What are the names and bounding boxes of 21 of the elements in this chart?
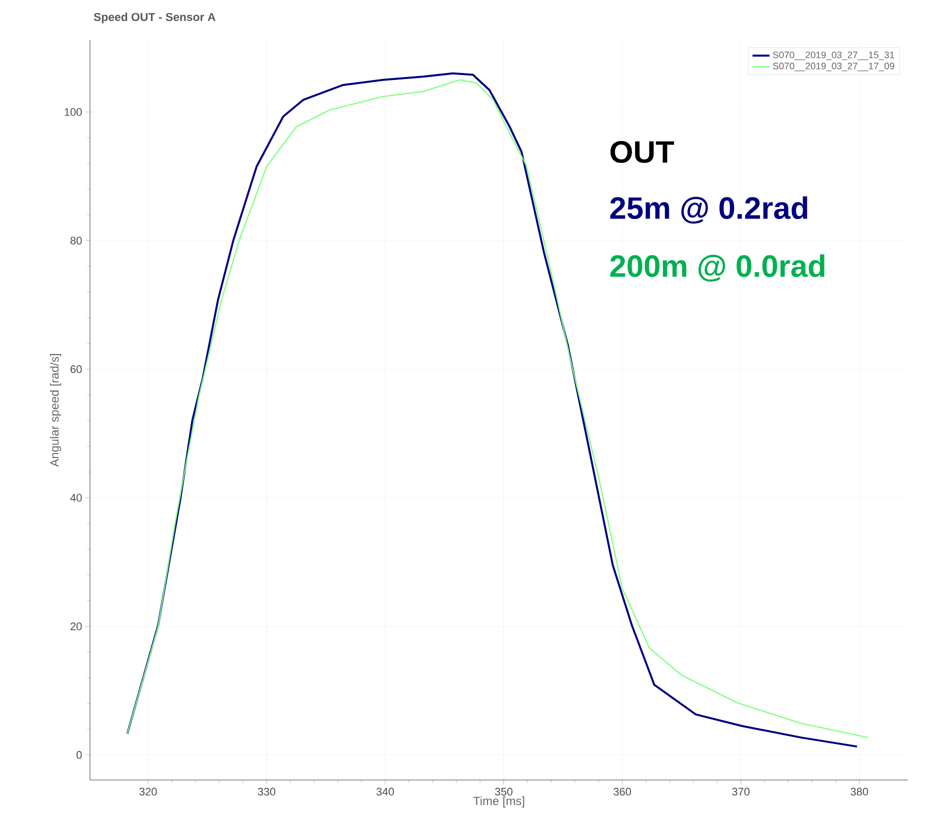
x-tick-label: 320 (139, 788, 157, 796)
legend-label: S070__2019_03_27__15_31 (772, 52, 894, 60)
legend-label: S070__2019_03_27__17_09 (772, 62, 894, 72)
x-tick-label: 350 (495, 788, 512, 796)
y-tick-label: 100 (64, 108, 82, 116)
chart-title: Speed OUT - Sensor A (94, 12, 216, 24)
y-tick-label: 80 (70, 236, 82, 244)
y-tick-label: 40 (70, 494, 82, 502)
y-axis-title: Angular speed [rad/s] (50, 354, 62, 467)
annotation: 25m @ 0.2rad (610, 196, 808, 224)
x-tick-label: 370 (732, 788, 750, 796)
x-tick-label: 380 (850, 788, 868, 796)
x-axis-title: Time [ms] (473, 796, 524, 808)
y-tick-label: 60 (70, 365, 82, 374)
annotation: OUT (610, 141, 674, 163)
x-tick-label: 360 (614, 788, 631, 796)
y-tick-label: 20 (70, 622, 82, 630)
annotation: 200m @ 0.0rad (610, 254, 824, 282)
x-tick-label: 330 (258, 788, 276, 796)
y-tick-label: 0 (76, 751, 82, 759)
x-tick-label: 340 (376, 788, 394, 796)
